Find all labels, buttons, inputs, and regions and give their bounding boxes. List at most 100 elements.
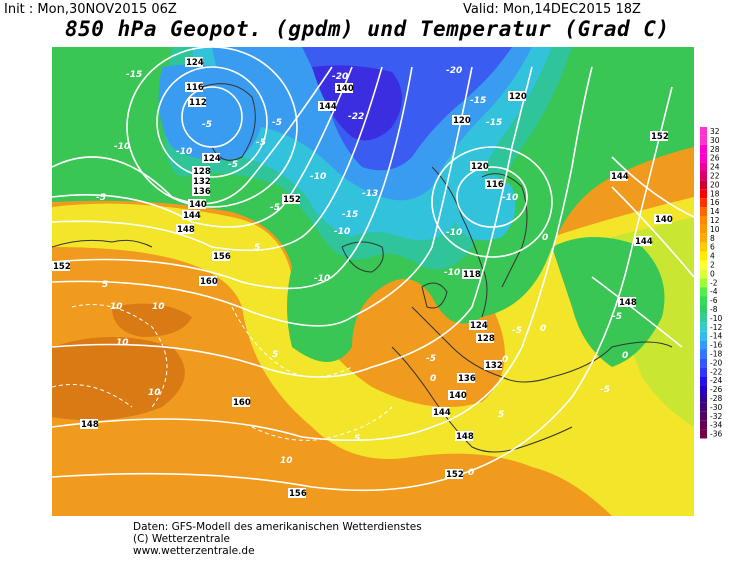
greenland-coast bbox=[201, 83, 256, 161]
temp-isoline bbox=[71, 304, 168, 408]
geopot-label: 148 bbox=[618, 297, 637, 308]
data-source-footer: Daten: GFS-Modell des amerikanischen Wet… bbox=[133, 521, 422, 557]
weather-map: 124 116 112 124 128 132 136 140 144 148 … bbox=[52, 47, 694, 516]
geopot-label: 144 bbox=[432, 407, 451, 418]
legend-tick-label: 10 bbox=[710, 225, 720, 234]
legend-tick-label: 8 bbox=[710, 234, 715, 243]
legend-tick-label: 4 bbox=[710, 252, 715, 261]
legend-swatch bbox=[700, 189, 707, 199]
geopot-label: 156 bbox=[288, 488, 307, 499]
footer-copyright: (C) Wetterzentrale bbox=[133, 533, 230, 545]
legend-tick-label: -24 bbox=[710, 376, 722, 385]
legend-tick-label: 22 bbox=[710, 172, 720, 181]
legend-canvas: 32302826242220181614121086420-2-4-6-8-10… bbox=[700, 127, 722, 439]
temp-label: -15 bbox=[470, 96, 486, 106]
violet-cold-core bbox=[312, 65, 402, 141]
legend-tick-label: -4 bbox=[710, 287, 718, 296]
temp-isoline bbox=[231, 306, 353, 378]
legend-swatch bbox=[700, 420, 707, 430]
svg-text:136: 136 bbox=[193, 187, 211, 197]
legend-tick-label: 18 bbox=[710, 189, 720, 198]
legend-swatch bbox=[700, 394, 707, 403]
isoline bbox=[156, 66, 268, 178]
legend-swatch bbox=[700, 322, 707, 332]
geopot-label: 156 bbox=[212, 251, 231, 262]
geopot-label: 148 bbox=[455, 431, 474, 442]
temp-label: 5 bbox=[498, 410, 504, 420]
legend-swatch bbox=[700, 358, 707, 368]
legend-tick-label: -32 bbox=[710, 412, 722, 421]
temp-label: 0 bbox=[540, 324, 546, 334]
isoline bbox=[52, 66, 473, 327]
geopot-label: 152 bbox=[52, 261, 71, 272]
temp-label: -5 bbox=[426, 354, 436, 364]
temp-label: 5 bbox=[354, 434, 360, 444]
temp-isoline bbox=[52, 384, 133, 408]
svg-text:132: 132 bbox=[485, 361, 503, 371]
legend-swatch bbox=[700, 429, 707, 439]
geopot-label: 140 bbox=[654, 214, 673, 225]
svg-text:156: 156 bbox=[213, 252, 231, 262]
legend-swatch bbox=[700, 207, 707, 216]
svg-text:140: 140 bbox=[655, 215, 673, 225]
legend-swatch bbox=[700, 153, 707, 163]
svg-text:120: 120 bbox=[471, 162, 489, 172]
legend-tick-label: -30 bbox=[710, 403, 722, 412]
temp-label: -10 bbox=[334, 227, 350, 237]
temp-label: -10 bbox=[446, 228, 462, 238]
geopot-label: 124 bbox=[185, 57, 204, 68]
isoline bbox=[52, 66, 413, 290]
british-isles-coast bbox=[421, 282, 448, 309]
footer-data-source: Daten: GFS-Modell des amerikanischen Wet… bbox=[133, 521, 422, 533]
svg-text:116: 116 bbox=[486, 180, 504, 190]
coastlines bbox=[52, 83, 673, 453]
legend-swatch bbox=[700, 135, 707, 145]
init-time-label: Init : Mon,30NOV2015 06Z bbox=[4, 2, 177, 17]
weather-map-canvas: 124 116 112 124 128 132 136 140 144 148 … bbox=[52, 47, 694, 516]
temp-label: -5 bbox=[228, 160, 238, 170]
legend-tick-label: 0 bbox=[710, 269, 715, 278]
legend-swatch bbox=[700, 260, 707, 270]
east-cold-lobe bbox=[552, 237, 665, 367]
geopot-label: 112 bbox=[188, 97, 207, 108]
temp-label: -10 bbox=[310, 172, 326, 182]
svg-text:152: 152 bbox=[446, 470, 464, 480]
temp-label: -10 bbox=[114, 142, 130, 152]
temp-label: -5 bbox=[270, 203, 280, 213]
svg-text:160: 160 bbox=[233, 398, 251, 408]
isoline bbox=[456, 166, 528, 228]
map-title: 850 hPa Geopot. (gpdm) und Temperatur (G… bbox=[65, 17, 670, 41]
temp-label: 5 bbox=[254, 243, 260, 253]
scandinavia-cold-core bbox=[450, 173, 516, 241]
geopot-label: 128 bbox=[192, 166, 211, 177]
legend-tick-label: -2 bbox=[710, 278, 718, 287]
legend-swatch bbox=[700, 269, 707, 279]
svg-text:148: 148 bbox=[456, 432, 474, 442]
scandinavia-coast bbox=[431, 166, 488, 318]
legend-tick-label: 12 bbox=[710, 216, 720, 225]
temp-label: 5 bbox=[272, 350, 278, 360]
dark-warm-patch bbox=[52, 337, 185, 421]
svg-text:144: 144 bbox=[433, 408, 451, 418]
legend-tick-label: 28 bbox=[710, 145, 720, 154]
isoline bbox=[52, 86, 673, 492]
temp-label: -5 bbox=[96, 193, 106, 203]
svg-text:156: 156 bbox=[289, 489, 307, 499]
legend-tick-label: -14 bbox=[710, 332, 722, 341]
svg-text:140: 140 bbox=[449, 391, 467, 401]
svg-text:152: 152 bbox=[53, 262, 71, 272]
temp-label: 10 bbox=[116, 338, 129, 348]
footer-website: www.wetterzentrale.de bbox=[133, 545, 255, 557]
legend-tick-label: -8 bbox=[710, 305, 718, 314]
valid-time-label: Valid: Mon,14DEC2015 18Z bbox=[463, 2, 641, 17]
geopot-label: 144 bbox=[634, 236, 653, 247]
legend-tick-label: 24 bbox=[710, 163, 720, 172]
svg-text:136: 136 bbox=[458, 374, 476, 384]
temp-label: 10 bbox=[280, 456, 293, 466]
legend-tick-label: 20 bbox=[710, 180, 720, 189]
isoline bbox=[611, 186, 694, 278]
geopot-label: 152 bbox=[650, 131, 669, 142]
legend-tick-label: 30 bbox=[710, 136, 720, 145]
legend-swatch bbox=[700, 180, 707, 190]
legend-tick-label: 2 bbox=[710, 261, 715, 270]
